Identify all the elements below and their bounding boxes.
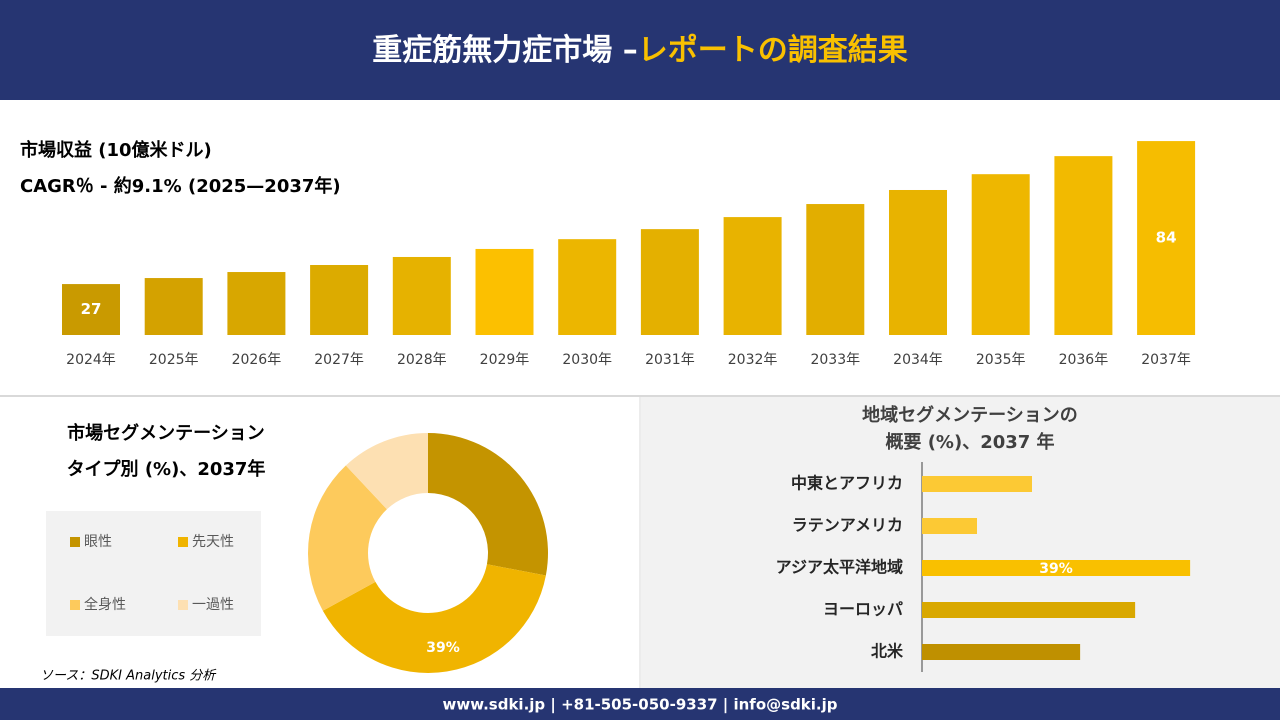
y-tick-label: 北米 — [871, 642, 904, 661]
x-tick-label: 2026年 — [232, 352, 282, 368]
value-label: 39% — [1039, 561, 1073, 577]
bar-title: 市場収益 (10億米ドル) — [20, 139, 212, 161]
bar — [475, 248, 534, 335]
donut-segment — [322, 564, 546, 673]
legend-swatch — [70, 537, 80, 547]
donut-title: 市場セグメンテーション — [67, 422, 265, 444]
bar — [62, 284, 120, 335]
x-tick-label: 2033年 — [810, 352, 860, 368]
x-tick-label: 2037年 — [1141, 352, 1191, 368]
title-accent: レポートの調査結果 — [638, 33, 908, 68]
value-label: 84 — [1156, 229, 1177, 247]
value-label: 39% — [426, 640, 460, 656]
bar — [144, 278, 203, 335]
donut-segment — [428, 433, 548, 576]
bar — [392, 256, 451, 335]
bar — [889, 189, 947, 335]
bar — [310, 265, 369, 335]
bar — [1137, 141, 1196, 335]
footer-band — [0, 688, 1280, 720]
x-tick-label: 2035年 — [976, 352, 1026, 368]
x-tick-label: 2032年 — [728, 352, 778, 368]
bar — [922, 560, 1191, 576]
x-tick-label: 2031年 — [645, 352, 695, 368]
bar — [558, 239, 617, 335]
right-panel — [641, 397, 1280, 688]
bar-subtitle: CAGR％ - 約9.1% (2025—2037年) — [20, 175, 341, 197]
x-tick-label: 2029年 — [480, 352, 530, 368]
bar — [806, 204, 865, 335]
bar — [922, 644, 1081, 660]
y-tick-label: アジア太平洋地域 — [776, 558, 903, 577]
x-tick-label: 2027年 — [314, 352, 364, 368]
bar — [922, 518, 977, 534]
legend-swatch — [178, 537, 188, 547]
title-main: 重症筋無力症市場 – — [372, 33, 637, 68]
legend-label: 全身性 — [84, 596, 126, 613]
footer-contact: www.sdki.jp | +81-505-050-9337 | info@sd… — [442, 696, 837, 715]
bar — [922, 476, 1032, 492]
donut-segment — [308, 465, 387, 611]
legend-label: 先天性 — [192, 534, 234, 550]
hbar-title: 地域セグメンテーションの — [862, 404, 1078, 426]
x-tick-label: 2024年 — [66, 352, 116, 368]
x-tick-label: 2030年 — [562, 352, 612, 368]
header-band — [0, 0, 1280, 100]
x-tick-label: 2025年 — [149, 352, 199, 368]
header-title: 重症筋無力症市場 –レポートの調査結果 — [372, 33, 907, 68]
bar — [723, 217, 782, 335]
source: ソース：SDKI Analytics 分析 — [40, 669, 217, 684]
y-tick-label: ラテンアメリカ — [792, 516, 903, 535]
bar — [640, 229, 699, 335]
bar — [227, 272, 286, 335]
donut-subtitle: タイプ別 (%)、2037年 — [67, 458, 266, 480]
bar — [971, 174, 1030, 335]
bar — [1054, 156, 1113, 335]
hbar-subtitle: 概要 (%)、2037 年 — [885, 431, 1054, 453]
bar — [922, 602, 1136, 618]
y-tick-label: 中東とアフリカ — [791, 474, 903, 493]
legend-swatch — [178, 600, 188, 610]
legend-label: 一過性 — [192, 597, 234, 613]
legend-label: 眼性 — [84, 534, 112, 550]
y-tick-label: ヨーロッパ — [823, 600, 903, 619]
legend-swatch — [70, 600, 80, 610]
x-tick-label: 2028年 — [397, 352, 447, 368]
x-tick-label: 2034年 — [893, 352, 943, 368]
donut-segment — [345, 433, 428, 510]
value-label: 27 — [81, 300, 102, 318]
x-tick-label: 2036年 — [1059, 352, 1109, 368]
legend-box — [46, 511, 261, 636]
